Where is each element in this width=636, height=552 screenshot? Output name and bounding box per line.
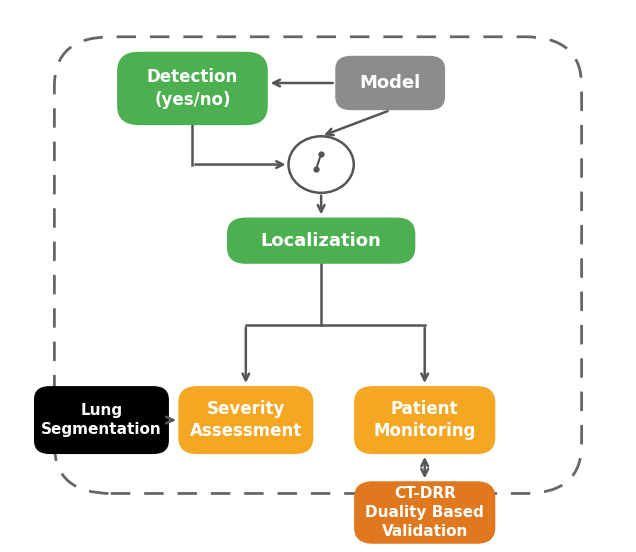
Text: Severity
Assessment: Severity Assessment (190, 400, 302, 440)
Text: Patient
Monitoring: Patient Monitoring (373, 400, 476, 440)
Text: Model: Model (359, 74, 421, 92)
Text: CT-DRR
Duality Based
Validation: CT-DRR Duality Based Validation (365, 486, 484, 539)
FancyBboxPatch shape (354, 481, 495, 544)
FancyBboxPatch shape (34, 386, 169, 454)
FancyBboxPatch shape (55, 37, 581, 493)
FancyBboxPatch shape (227, 217, 415, 264)
Text: Detection
(yes/no): Detection (yes/no) (147, 68, 238, 109)
Circle shape (289, 136, 354, 193)
Text: Lung
Segmentation: Lung Segmentation (41, 404, 162, 437)
FancyBboxPatch shape (354, 386, 495, 454)
Text: Localization: Localization (261, 232, 382, 250)
FancyBboxPatch shape (178, 386, 314, 454)
FancyBboxPatch shape (117, 52, 268, 125)
FancyBboxPatch shape (335, 56, 445, 110)
